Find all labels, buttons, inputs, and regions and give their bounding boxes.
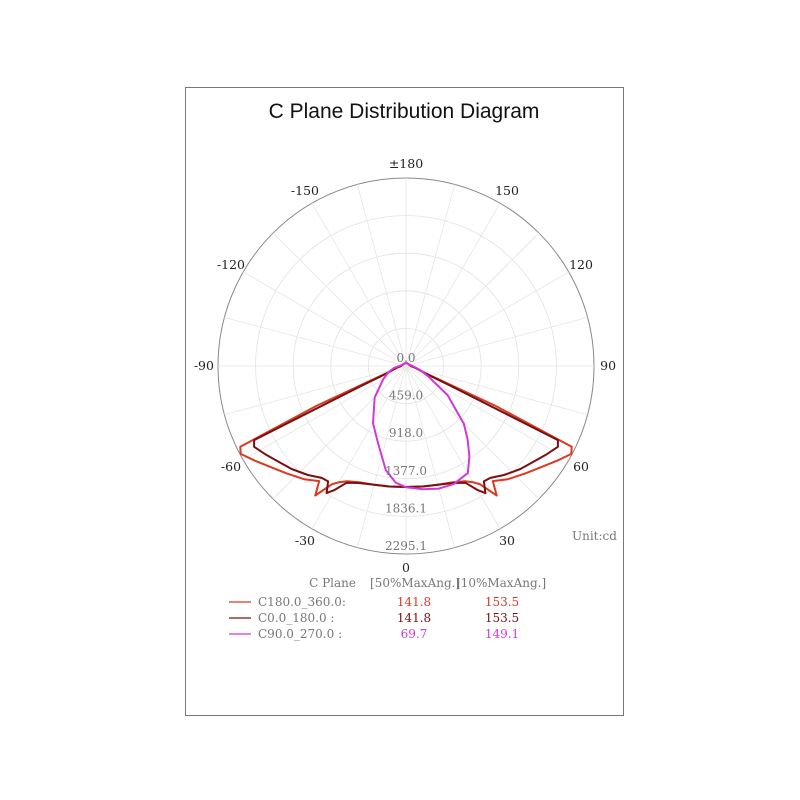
legend-header-50: [50%MaxAng.] xyxy=(370,576,460,590)
grid-spoke xyxy=(356,184,407,367)
legend-header-10: [10%MaxAng.] xyxy=(456,576,546,590)
angle-tick-label: 60 xyxy=(573,459,589,474)
curves xyxy=(239,361,573,497)
unit-label: Unit:cd xyxy=(572,529,617,543)
radial-tick-label: 459.0 xyxy=(389,389,423,403)
angle-tick-label: ±180 xyxy=(389,156,423,171)
angle-tick-label: 30 xyxy=(499,533,515,548)
grid-spoke xyxy=(405,202,501,367)
angle-tick-label: -150 xyxy=(291,183,319,198)
legend-10-value: 153.5 xyxy=(485,595,519,609)
grid-spoke xyxy=(405,365,456,548)
legend-series-name: C180.0_360.0: xyxy=(258,595,346,609)
chart-frame xyxy=(185,87,624,716)
radial-tick-label: 1836.1 xyxy=(385,501,427,515)
angle-tick-label: 150 xyxy=(495,183,519,198)
angle-labels: ±180 -150 150 -120 120 -90 90 -60 60 -30 30 0 xyxy=(194,156,616,575)
radial-labels: 0.0 459.0 918.0 1377.0 1836.1 2295.1 xyxy=(385,351,427,553)
angle-tick-label: -60 xyxy=(221,459,241,474)
angle-tick-label: -90 xyxy=(194,358,214,373)
angle-tick-label: 0 xyxy=(402,560,410,575)
grid-spoke xyxy=(242,271,407,367)
grid-spoke xyxy=(242,365,407,461)
grid-spoke xyxy=(405,365,570,461)
grid-spoke xyxy=(405,316,588,367)
grid-spoke xyxy=(405,365,588,416)
legend-10-value: 149.1 xyxy=(485,627,519,641)
grid-spoke xyxy=(311,202,407,367)
grid-spoke xyxy=(405,365,501,530)
legend-10-value: 153.5 xyxy=(485,611,519,625)
angle-tick-label: -120 xyxy=(217,257,245,272)
radial-tick-label: 1377.0 xyxy=(385,464,427,478)
grid-spoke xyxy=(405,365,540,500)
grid-spoke xyxy=(405,184,456,367)
legend: C Plane [50%MaxAng.] [10%MaxAng.] C180.0… xyxy=(229,576,546,641)
angle-tick-label: 90 xyxy=(600,358,616,373)
radial-tick-label: 2295.1 xyxy=(385,539,427,553)
radial-tick-label: 0.0 xyxy=(396,351,415,365)
legend-50-value: 141.8 xyxy=(397,595,431,609)
grid-spoke xyxy=(272,232,407,367)
grid-spoke xyxy=(311,365,407,530)
legend-header-plane: C Plane xyxy=(309,576,356,590)
legend-50-value: 69.7 xyxy=(401,627,428,641)
grid-spoke xyxy=(405,271,570,367)
grid-spoke xyxy=(272,365,407,500)
polar-grid xyxy=(217,177,595,555)
radial-tick-label: 918.0 xyxy=(389,426,423,440)
grid-spoke xyxy=(224,316,407,367)
legend-series-name: C90.0_270.0 : xyxy=(258,627,342,641)
angle-tick-label: 120 xyxy=(569,257,593,272)
legend-50-value: 141.8 xyxy=(397,611,431,625)
series-curve-2 xyxy=(372,361,471,491)
chart-title: C Plane Distribution Diagram xyxy=(269,100,540,123)
grid-spoke xyxy=(224,365,407,416)
legend-series-name: C0.0_180.0 : xyxy=(258,611,334,625)
grid-spoke xyxy=(405,232,540,367)
angle-tick-label: -30 xyxy=(295,533,315,548)
